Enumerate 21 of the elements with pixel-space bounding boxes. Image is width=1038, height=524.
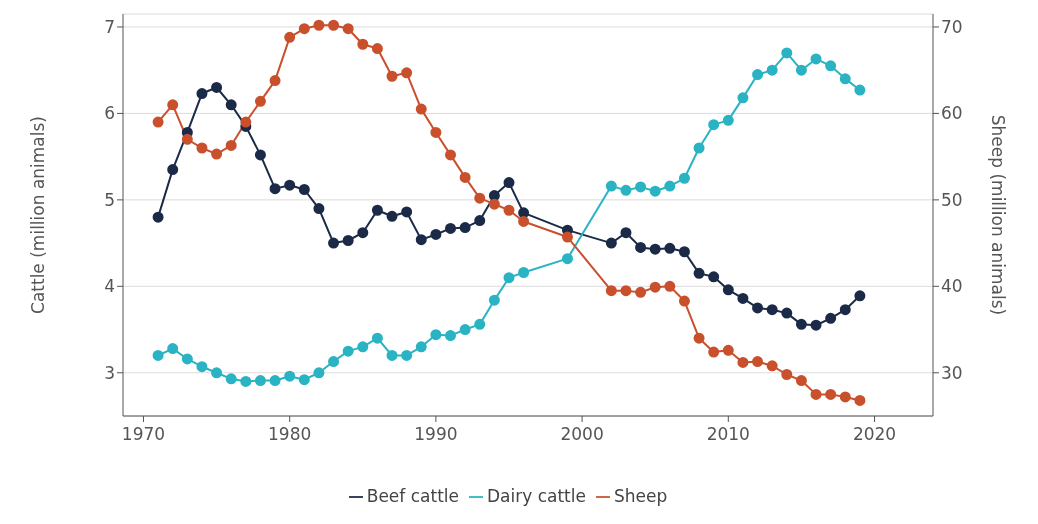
x-tick-label: 1990	[414, 424, 458, 445]
x-tick-label: 2020	[852, 424, 897, 445]
legend-label: Dairy cattle	[487, 486, 586, 506]
x-tick-label: 1970	[121, 424, 166, 445]
y2-tick-label: 50	[941, 189, 963, 210]
y-tick-label: 6	[104, 103, 115, 124]
y-tick-label: 7	[104, 17, 115, 37]
y2-axis-title: Sheep (million animals)	[987, 114, 1008, 316]
legend-label: Beef cattle	[366, 486, 459, 506]
y-tick-label: 5	[104, 189, 115, 210]
y2-tick-label: 60	[941, 103, 963, 124]
y-axis-title: Cattle (million animals)	[28, 116, 49, 314]
y-tick-label: 3	[104, 362, 115, 383]
x-tick-label: 1980	[268, 424, 312, 445]
legend-label: Sheep	[613, 486, 668, 506]
y2-tick-label: 40	[941, 276, 963, 297]
y2-tick-label: 30	[941, 362, 963, 383]
x-tick-label: 2010	[706, 424, 750, 445]
y2-tick-label: 70	[941, 17, 963, 37]
x-tick-label: 2000	[560, 424, 604, 445]
y-tick-label: 4	[104, 276, 115, 297]
